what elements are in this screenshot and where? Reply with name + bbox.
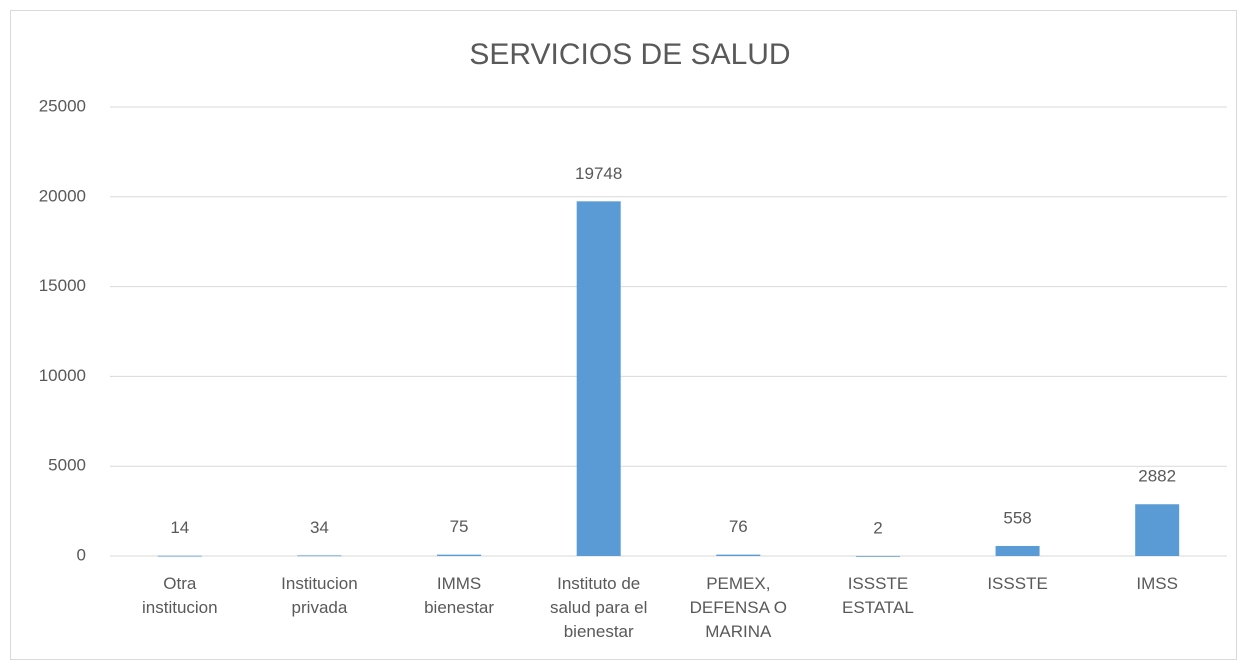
y-tick-label: 20000 (39, 186, 86, 205)
bar (157, 555, 202, 557)
chart-title: SERVICIOS DE SALUD (469, 38, 790, 71)
y-tick-label: 25000 (39, 96, 86, 115)
x-tick-label: PEMEX, DEFENSA O MARINA (689, 574, 787, 641)
bar (1135, 504, 1180, 556)
data-label: 75 (450, 517, 469, 536)
data-label: 2882 (1138, 467, 1176, 486)
bar (716, 554, 761, 556)
x-tick-label: IMSS (1136, 574, 1178, 593)
chart-border (10, 10, 1237, 660)
y-tick-label: 5000 (48, 456, 86, 475)
data-label: 34 (310, 518, 329, 537)
x-tick-label: Otra institucion (142, 574, 218, 617)
y-tick-label: 10000 (39, 366, 86, 385)
data-label: 558 (1003, 508, 1031, 527)
x-tick-label: ISSSTE (987, 574, 1048, 593)
bar (576, 201, 621, 556)
y-tick-label: 0 (77, 545, 86, 564)
x-tick-label: ISSSTE ESTATAL (842, 574, 914, 617)
data-label: 14 (170, 518, 189, 537)
data-label: 2 (873, 518, 882, 537)
x-tick-label: IMMS bienestar (424, 574, 495, 617)
bar (437, 554, 482, 556)
bar (297, 555, 342, 557)
data-label: 76 (729, 517, 748, 536)
bar (995, 545, 1040, 556)
x-tick-label: Institucion privada (281, 574, 358, 617)
bar (855, 555, 900, 557)
y-tick-label: 15000 (39, 276, 86, 295)
x-tick-label: Instituto de salud para el bienestar (550, 574, 648, 641)
data-label: 19748 (575, 164, 622, 183)
